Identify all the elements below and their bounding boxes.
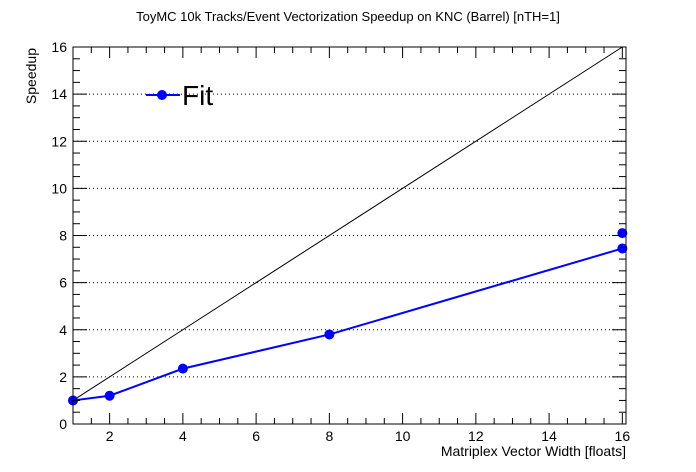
legend: Fit xyxy=(146,80,213,111)
x-tick-label: 4 xyxy=(179,428,187,444)
y-tick-label: 12 xyxy=(51,133,67,149)
x-tick-label: 10 xyxy=(395,428,411,444)
data-point-fit xyxy=(177,363,188,374)
data-point-fit xyxy=(104,390,115,401)
x-axis-ticks: 2 4 6 8 10 12 14 16 xyxy=(72,47,631,444)
reference-line-segment xyxy=(72,46,623,401)
x-tick-label: 16 xyxy=(615,428,631,444)
y-tick-label: 14 xyxy=(51,86,67,102)
y-axis-label: Speedup xyxy=(23,48,39,104)
y-tick-label: 2 xyxy=(59,369,67,385)
x-tick-label: 8 xyxy=(325,428,333,444)
y-tick-label: 4 xyxy=(59,322,67,338)
chart-title: ToyMC 10k Tracks/Event Vectorization Spe… xyxy=(136,9,560,24)
series-group xyxy=(68,228,628,406)
y-tick-label: 16 xyxy=(51,39,67,55)
x-tick-label: 2 xyxy=(106,428,114,444)
x-tick-label: 12 xyxy=(468,428,484,444)
y-tick-label: 8 xyxy=(59,228,67,244)
y-tick-label: 0 xyxy=(59,416,67,432)
x-axis-label: Matriplex Vector Width [floats] xyxy=(441,443,626,459)
y-tick-label: 10 xyxy=(51,180,67,196)
x-tick-label: 14 xyxy=(541,428,557,444)
legend-label-fit: Fit xyxy=(182,80,213,111)
data-point-fit xyxy=(324,329,335,340)
reference-line xyxy=(72,46,623,401)
x-tick-label: 6 xyxy=(252,428,260,444)
y-tick-label: 6 xyxy=(59,275,67,291)
data-point-fit xyxy=(617,243,628,254)
y-axis-ticks: 0 2 4 6 8 10 12 14 16 xyxy=(51,39,626,432)
legend-marker-fit xyxy=(157,90,167,100)
